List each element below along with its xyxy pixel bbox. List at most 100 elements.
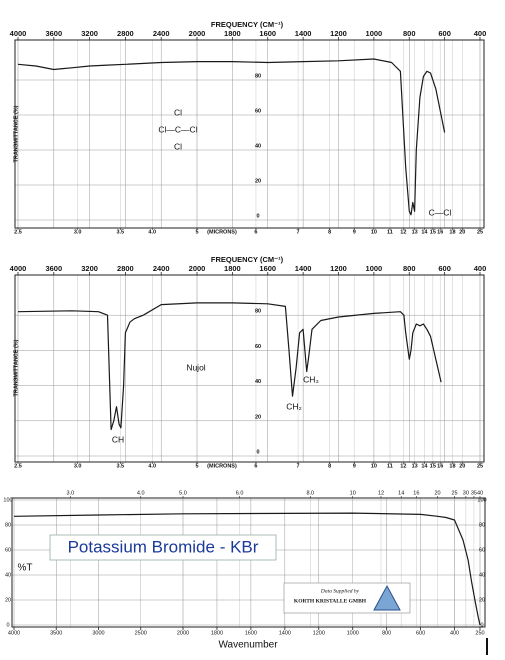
x2-tick-label: 13 [412,463,418,469]
y-tick-label-right: 0 [480,622,483,628]
x-tick-label: 400 [474,29,487,38]
x2-tick-label: 14 [421,229,428,235]
annotation: C—Cl [429,207,452,217]
x2-tick-label: 35 [471,490,477,496]
y-tick-label: 20 [255,178,261,184]
x-axis-label: FREQUENCY (CM⁻¹) [211,255,284,264]
chart-title: Potassium Bromide - KBr [68,537,259,556]
x2-tick-label: 25 [477,229,483,235]
x-tick-label: 1600 [259,264,276,273]
y-tick-label: 80 [255,73,261,79]
x2-tick-label: 8 [328,229,331,235]
x-tick-label: 3600 [45,29,62,38]
y-tick-label-right: 80 [479,522,485,528]
x-tick-label: 1800 [224,264,241,273]
x2-tick-label: 11 [387,463,393,469]
y-axis-label: TRANSMITTANCE (%) [13,105,19,162]
x2-tick-label: 13 [412,229,418,235]
x-tick-label: 2800 [117,264,134,273]
x-tick-label: 600 [438,29,451,38]
y-tick-label-right: 60 [479,547,485,553]
spectrum-line [17,58,446,216]
x2-tick-label: 4.0 [148,229,156,235]
y-tick-label: 0 [256,213,259,219]
y-tick-label: 60 [255,108,261,114]
spectrum-line [17,302,442,431]
x2-tick-label: 3.5 [116,229,124,235]
x-tick-label: 2000 [177,630,189,636]
x2-tick-label: 12 [400,463,406,469]
x-tick-label: 1800 [211,630,223,636]
x-tick-label: 3000 [92,630,104,636]
x2-tick-label: 40 [477,490,483,496]
x2-tick-label: 20 [435,490,441,496]
x-tick-label: 2000 [189,29,206,38]
x-tick-label: 250 [475,630,484,636]
x2-tick-label: 16 [413,490,419,496]
x-tick-label: 2400 [153,29,170,38]
plot-frame [14,39,485,229]
x2-tick-label: 3.0 [67,490,75,496]
x-tick-label: 1000 [366,264,383,273]
x2-tick-label: 5 [195,463,198,469]
x2-tick-label: 10 [350,490,356,496]
y-tick-label-right: 20 [479,597,485,603]
x2-tick-label: 5 [195,229,198,235]
annotation: CH [112,434,124,444]
edge-bar [486,638,488,655]
x-tick-label: 3600 [45,264,62,273]
x2-tick-label: 14 [421,463,428,469]
y-tick-label: 40 [255,143,261,149]
x2-tick-label: 6 [254,463,257,469]
x-tick-label: 4000 [10,264,27,273]
y-tick-label: 80 [255,309,261,315]
x-tick-label: 800 [382,630,391,636]
x2-tick-label: 2.5 [14,229,22,235]
x2-tick-label: 16 [437,463,443,469]
x-tick-label: 3200 [81,29,98,38]
x-tick-label: 400 [450,630,459,636]
x-tick-label: 1000 [366,29,383,38]
x-tick-label: 3500 [50,630,62,636]
x-tick-label: 2400 [153,264,170,273]
plot-frame [14,274,485,463]
annotation: Nujol [186,362,205,372]
x2-tick-label: 7 [297,463,300,469]
x2-tick-label: 3.5 [116,463,124,469]
x-tick-label: 1200 [330,264,347,273]
x-tick-label: 2800 [117,29,134,38]
x2-tick-label: 11 [387,229,393,235]
x2-tick-label: 6 [254,229,257,235]
x-tick-label: 1200 [330,29,347,38]
x2-tick-label: 18 [449,463,455,469]
x2-tick-label: 25 [477,463,483,469]
x-tick-label: 1000 [347,630,359,636]
y-tick-label: 40 [5,572,11,578]
x-tick-label: 4000 [8,630,20,636]
x2-tick-label: 10 [371,229,377,235]
x-tick-label: 3200 [81,264,98,273]
x2-tick-label: 12 [378,490,384,496]
y-axis-label: %T [18,563,33,574]
x-tick-label: 1600 [259,29,276,38]
x2-tick-label: 9 [353,229,356,235]
x2-tick-label: 12 [400,229,406,235]
x2-tick-label: 14 [398,490,404,496]
x2-tick-label: 25 [451,490,457,496]
y-tick-label: 0 [6,622,9,628]
x2-tick-label: 18 [449,229,455,235]
x2-tick-label: 30 [463,490,469,496]
x2-axis-label: (MICRONS) [207,463,237,469]
annotation: Cl—C—Cl [158,124,197,134]
x-tick-label: 1400 [295,29,312,38]
plot-frame [11,497,486,628]
annotation: KORTH KRISTALLE GMBH [294,598,367,604]
logo [373,584,401,611]
y-tick-label-right: 40 [479,572,485,578]
x2-tick-label: 20 [459,463,465,469]
x2-tick-label: 6.0 [236,490,244,496]
x2-tick-label: 3.0 [74,463,82,469]
x-tick-label: 1200 [313,630,325,636]
x-axis-label: FREQUENCY (CM⁻¹) [211,20,284,29]
